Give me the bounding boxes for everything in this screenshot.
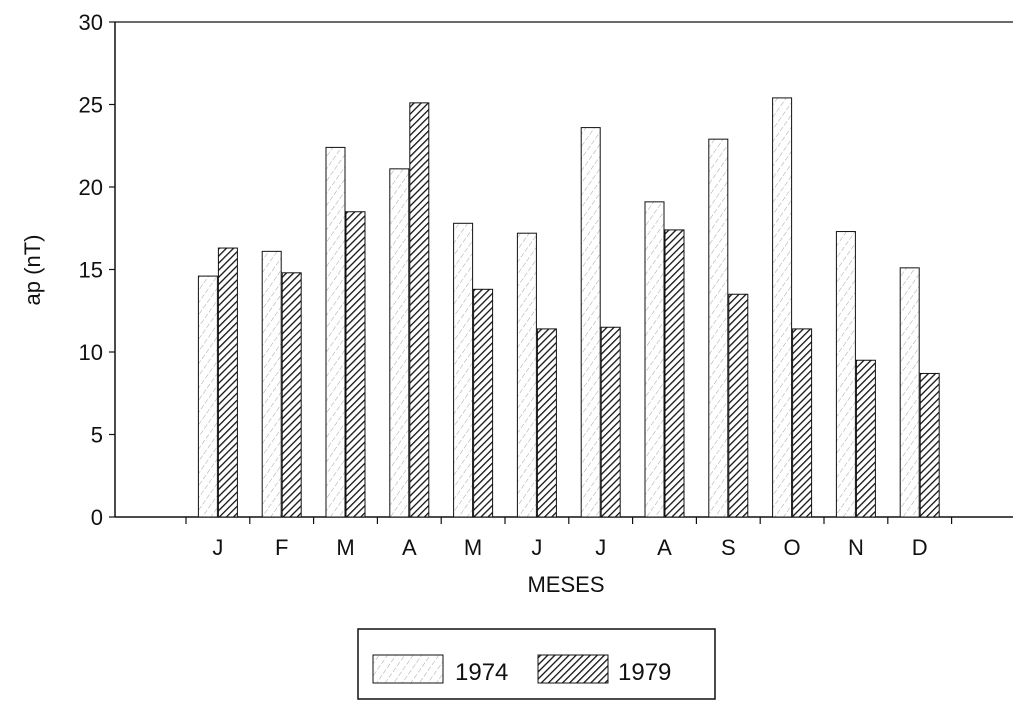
x-tick-label: J <box>212 535 223 560</box>
legend-swatch-1979 <box>537 654 609 684</box>
bar-1979-S <box>728 293 749 518</box>
bar-1974-A <box>389 168 410 518</box>
x-axis-label: MESES <box>527 572 604 597</box>
bar-1979-A <box>664 229 685 518</box>
y-axis-label: ap (nT) <box>20 235 45 306</box>
bar-1979-M <box>473 288 494 518</box>
bar-1979-M <box>345 211 366 518</box>
bar-1974-J <box>516 232 537 518</box>
bar-1974-O <box>772 97 793 518</box>
bars-group <box>197 97 940 518</box>
bar-1979-J <box>536 328 557 518</box>
x-tick-label: M <box>336 535 354 560</box>
y-tick-label: 25 <box>79 93 103 118</box>
bar-1979-D <box>919 372 940 518</box>
bar-1974-J <box>197 275 218 518</box>
y-tick-label: 20 <box>79 175 103 200</box>
bar-1974-J <box>580 127 601 518</box>
bar-1979-A <box>409 102 430 518</box>
y-tick-label: 30 <box>79 10 103 35</box>
x-tick-label: F <box>275 535 288 560</box>
y-tick-label: 15 <box>79 258 103 283</box>
bar-1979-J <box>600 326 621 518</box>
legend-label-1974: 1974 <box>455 659 508 686</box>
y-tick-label: 10 <box>79 340 103 365</box>
bar-1979-O <box>792 328 813 518</box>
bar-1974-A <box>644 201 665 518</box>
x-tick-label: O <box>784 535 801 560</box>
bar-1974-D <box>899 267 920 518</box>
bar-1974-S <box>708 138 729 518</box>
legend-swatch-1974 <box>372 654 444 684</box>
bar-1979-N <box>855 359 876 518</box>
bar-1974-F <box>261 250 282 518</box>
x-tick-label: D <box>912 535 928 560</box>
legend-label-1979: 1979 <box>618 659 671 686</box>
legend: 1974 1979 <box>357 628 716 700</box>
x-tick-label: S <box>721 535 736 560</box>
x-tick-label: A <box>657 535 672 560</box>
bar-1974-M <box>325 146 346 518</box>
y-tick-label: 0 <box>91 505 103 530</box>
y-axis: 0 5 10 15 20 25 30 <box>79 10 1013 530</box>
x-tick-label: M <box>464 535 482 560</box>
bar-1974-N <box>835 231 856 518</box>
x-tick-label: J <box>595 535 606 560</box>
x-tick-label: J <box>531 535 542 560</box>
y-tick-label: 5 <box>91 423 103 448</box>
bar-1979-J <box>217 247 238 518</box>
x-tick-label: A <box>402 535 417 560</box>
bar-1974-M <box>453 222 474 518</box>
bar-1979-F <box>281 272 302 518</box>
x-tick-label: N <box>848 535 864 560</box>
